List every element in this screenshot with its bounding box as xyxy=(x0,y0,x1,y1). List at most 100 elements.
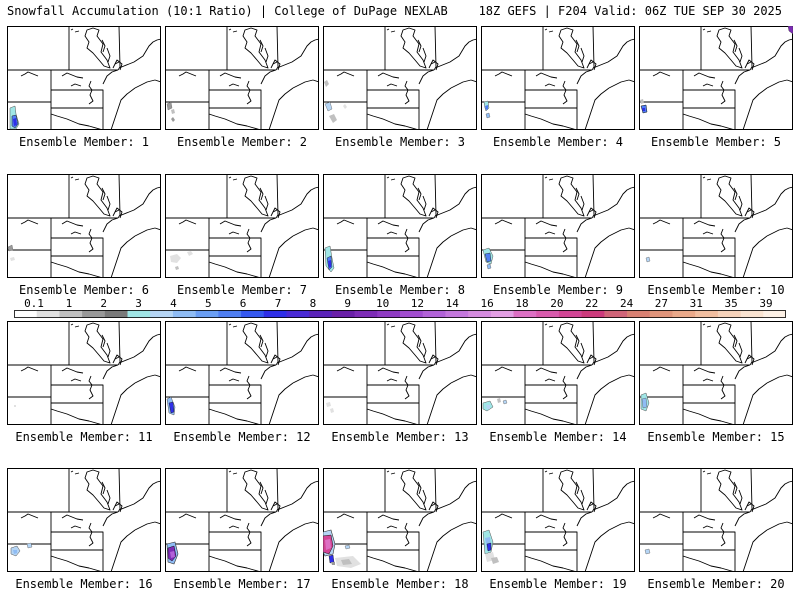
member-label-14: Ensemble Member: 14 xyxy=(489,430,627,444)
member-label-1: Ensemble Member: 1 xyxy=(18,135,150,149)
colorbar-swatch xyxy=(763,310,786,318)
member-label-17: Ensemble Member: 17 xyxy=(173,577,311,591)
member-label-6: Ensemble Member: 6 xyxy=(18,283,150,297)
member-label-9: Ensemble Member: 9 xyxy=(492,283,624,297)
colorbar-swatch xyxy=(490,310,514,318)
colorbar-swatch xyxy=(286,310,310,318)
colorbar-tick-label: 5 xyxy=(205,297,212,310)
colorbar-swatch xyxy=(445,310,469,318)
colorbar-tick-label: 2 xyxy=(100,297,107,310)
member-map-2 xyxy=(165,26,319,130)
colorbar-tick-label: 10 xyxy=(376,297,389,310)
colorbar-tick-label: 35 xyxy=(724,297,737,310)
member-label-5: Ensemble Member: 5 xyxy=(650,135,782,149)
member-label-16: Ensemble Member: 16 xyxy=(15,577,153,591)
colorbar-swatch xyxy=(150,310,174,318)
model-run-info: 18Z GEFS | F204 Valid: 06Z TUE SEP 30 20… xyxy=(478,4,782,18)
colorbar-tick-label: 20 xyxy=(550,297,563,310)
member-label-2: Ensemble Member: 2 xyxy=(176,135,308,149)
colorbar-swatch xyxy=(331,310,355,318)
colorbar-swatch xyxy=(241,310,265,318)
colorbar-swatch xyxy=(104,310,128,318)
colorbar-tick-label: 6 xyxy=(240,297,247,310)
member-label-10: Ensemble Member: 10 xyxy=(647,283,785,297)
member-map-10 xyxy=(639,174,793,278)
colorbar-swatch xyxy=(513,310,537,318)
colorbar-tick-label: 1 xyxy=(66,297,73,310)
colorbar-swatch xyxy=(195,310,219,318)
colorbar-swatch xyxy=(627,310,651,318)
colorbar-swatch xyxy=(740,310,764,318)
colorbar-tick-label: 16 xyxy=(480,297,493,310)
colorbar-swatch xyxy=(263,310,287,318)
member-label-7: Ensemble Member: 7 xyxy=(176,283,308,297)
colorbar-tick-label: 3 xyxy=(135,297,142,310)
member-map-9 xyxy=(481,174,635,278)
member-map-1 xyxy=(7,26,161,130)
colorbar-swatch xyxy=(172,310,197,318)
member-label-20: Ensemble Member: 20 xyxy=(647,577,785,591)
colorbar-swatch xyxy=(82,310,106,318)
member-map-5 xyxy=(639,26,793,130)
map-title: Snowfall Accumulation (10:1 Ratio) | Col… xyxy=(7,4,448,18)
colorbar-swatch xyxy=(422,310,446,318)
member-map-20 xyxy=(639,468,793,572)
member-label-11: Ensemble Member: 11 xyxy=(15,430,153,444)
colorbar-swatch xyxy=(36,310,60,318)
member-label-13: Ensemble Member: 13 xyxy=(331,430,469,444)
colorbar-swatch xyxy=(354,310,378,318)
colorbar-swatch xyxy=(581,310,605,318)
colorbar-swatch xyxy=(604,310,628,318)
member-map-17 xyxy=(165,468,319,572)
member-map-6 xyxy=(7,174,161,278)
colorbar-tick-label: 22 xyxy=(585,297,598,310)
colorbar-tick-label: 9 xyxy=(344,297,351,310)
colorbar-swatch xyxy=(377,310,401,318)
colorbar-tick-label: 27 xyxy=(655,297,668,310)
colorbar-swatch xyxy=(127,310,151,318)
member-map-7 xyxy=(165,174,319,278)
colorbar-swatch xyxy=(468,310,492,318)
colorbar-tick-label: 18 xyxy=(515,297,528,310)
colorbar-swatch xyxy=(695,310,719,318)
member-map-3 xyxy=(323,26,477,130)
colorbar-tick-label: 8 xyxy=(310,297,317,310)
colorbar-swatch xyxy=(649,310,673,318)
colorbar-tick-label: 24 xyxy=(620,297,634,310)
colorbar-swatch xyxy=(309,310,333,318)
colorbar-tick-label: 0.1 xyxy=(24,297,44,310)
colorbar-tick-label: 7 xyxy=(275,297,282,310)
member-map-19 xyxy=(481,468,635,572)
member-map-13 xyxy=(323,321,477,425)
colorbar-swatch xyxy=(717,310,741,318)
member-map-4 xyxy=(481,26,635,130)
colorbar-swatch xyxy=(672,310,696,318)
colorbar-outline xyxy=(14,310,786,318)
member-map-12 xyxy=(165,321,319,425)
colorbar-swatch xyxy=(218,310,242,318)
member-label-15: Ensemble Member: 15 xyxy=(647,430,785,444)
colorbar-swatch xyxy=(400,310,424,318)
snowfall-colorbar: 0.1 1 2 3 4 5 6 7 8 9 10 12 14 16 18 20 22 24 27 31 35 39 xyxy=(14,297,786,318)
member-map-14 xyxy=(481,321,635,425)
colorbar-tick-label: 31 xyxy=(690,297,703,310)
member-label-3: Ensemble Member: 3 xyxy=(334,135,466,149)
member-map-11 xyxy=(7,321,161,425)
member-map-15 xyxy=(639,321,793,425)
colorbar-swatch xyxy=(558,310,583,318)
colorbar-swatch xyxy=(536,310,560,318)
colorbar-swatch xyxy=(14,310,38,318)
member-map-18 xyxy=(323,468,477,572)
member-map-8 xyxy=(323,174,477,278)
member-map-16 xyxy=(7,468,161,572)
colorbar-tick-label: 12 xyxy=(411,297,424,310)
colorbar-tick-label: 4 xyxy=(170,297,177,310)
member-label-8: Ensemble Member: 8 xyxy=(334,283,466,297)
member-label-12: Ensemble Member: 12 xyxy=(173,430,311,444)
colorbar-tick-label: 14 xyxy=(446,297,460,310)
colorbar-swatch xyxy=(59,310,83,318)
colorbar-tick-label: 39 xyxy=(759,297,772,310)
member-label-19: Ensemble Member: 19 xyxy=(489,577,627,591)
member-label-18: Ensemble Member: 18 xyxy=(331,577,469,591)
member-label-4: Ensemble Member: 4 xyxy=(492,135,624,149)
